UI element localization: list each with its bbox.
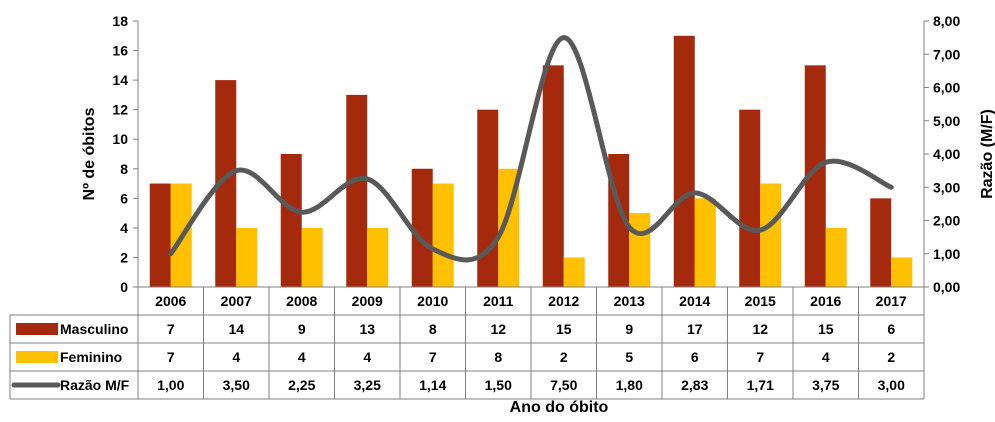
table-cell-value: 4 xyxy=(822,349,830,365)
table-cell-value: 6 xyxy=(691,349,699,365)
table-cell-value: 4 xyxy=(298,349,306,365)
table-cell-value: 15 xyxy=(818,321,834,337)
bar-feminino-2013 xyxy=(629,213,650,287)
y-tick-right-label: 5,00 xyxy=(933,113,960,129)
x-axis-title: Ano do óbito xyxy=(510,399,609,416)
y-tick-left-label: 14 xyxy=(112,72,128,88)
table-cell-value: 1,00 xyxy=(157,377,184,393)
x-tick-label: 2007 xyxy=(221,293,252,309)
line-razao-mf xyxy=(171,38,892,260)
legend-key-feminino xyxy=(16,351,58,363)
x-tick-label: 2011 xyxy=(483,293,514,309)
table-cell-value: 8 xyxy=(494,349,502,365)
bar-masculino-2017 xyxy=(870,198,891,287)
bar-masculino-2011 xyxy=(477,110,498,287)
y-tick-left-label: 2 xyxy=(120,249,128,265)
bar-feminino-2007 xyxy=(236,228,257,287)
table-cell-value: 7 xyxy=(429,349,437,365)
table-cell-value: 7,50 xyxy=(550,377,577,393)
x-tick-label: 2012 xyxy=(548,293,579,309)
table-cell-value: 5 xyxy=(625,349,633,365)
table-cell-value: 15 xyxy=(556,321,572,337)
table-cell-value: 9 xyxy=(298,321,306,337)
bar-masculino-2014 xyxy=(674,36,695,287)
table-cell-value: 17 xyxy=(687,321,703,337)
bar-masculino-2006 xyxy=(150,184,171,287)
table-cell-value: 3,00 xyxy=(878,377,905,393)
legend-label: Feminino xyxy=(60,349,122,365)
y-tick-left-label: 6 xyxy=(120,190,128,206)
bar-masculino-2010 xyxy=(412,169,433,287)
table-cell-value: 7 xyxy=(756,349,764,365)
legend-key-masculino xyxy=(16,323,58,335)
legend-label: Masculino xyxy=(60,321,128,337)
table-cell-value: 1,14 xyxy=(419,377,446,393)
x-tick-label: 2008 xyxy=(286,293,317,309)
y-tick-left-label: 10 xyxy=(112,131,128,147)
bar-feminino-2012 xyxy=(564,257,585,287)
table-cell-value: 1,50 xyxy=(485,377,512,393)
x-tick-label: 2010 xyxy=(417,293,448,309)
bar-feminino-2016 xyxy=(826,228,847,287)
table-cell-value: 9 xyxy=(625,321,633,337)
table-cell-value: 1,71 xyxy=(747,377,774,393)
y-tick-left-label: 18 xyxy=(112,13,128,29)
table-cell-value: 3,25 xyxy=(354,377,381,393)
table-cell-value: 2 xyxy=(560,349,568,365)
x-tick-label: 2006 xyxy=(155,293,186,309)
x-tick-label: 2016 xyxy=(810,293,841,309)
y2-axis-title: Razão (M/F) xyxy=(979,109,995,199)
table-cell-value: 14 xyxy=(228,321,244,337)
x-tick-label: 2009 xyxy=(352,293,383,309)
y-tick-right-label: 3,00 xyxy=(933,179,960,195)
bar-feminino-2017 xyxy=(891,257,912,287)
table-cell-value: 3,75 xyxy=(812,377,839,393)
y-tick-right-label: 8,00 xyxy=(933,13,960,29)
x-tick-label: 2014 xyxy=(679,293,710,309)
y-tick-left-label: 0 xyxy=(120,279,128,295)
bar-feminino-2014 xyxy=(695,198,716,287)
bar-masculino-2015 xyxy=(739,110,760,287)
y-tick-left-label: 16 xyxy=(112,43,128,59)
table-cell-value: 4 xyxy=(232,349,240,365)
table-cell-value: 12 xyxy=(490,321,506,337)
x-tick-label: 2015 xyxy=(745,293,776,309)
y-tick-right-label: 0,00 xyxy=(933,279,960,295)
y-tick-left-label: 8 xyxy=(120,161,128,177)
bar-masculino-2012 xyxy=(543,65,564,287)
y-tick-left-label: 4 xyxy=(120,220,128,236)
bar-masculino-2008 xyxy=(281,154,302,287)
table-cell-value: 12 xyxy=(752,321,768,337)
legend-label: Razão M/F xyxy=(60,377,130,393)
bar-feminino-2015 xyxy=(760,184,781,287)
y-tick-right-label: 4,00 xyxy=(933,146,960,162)
table-cell-value: 8 xyxy=(429,321,437,337)
x-tick-label: 2013 xyxy=(614,293,645,309)
table-cell-value: 2 xyxy=(887,349,895,365)
y-tick-right-label: 2,00 xyxy=(933,213,960,229)
table-cell-value: 2,83 xyxy=(681,377,708,393)
table-cell-value: 3,50 xyxy=(223,377,250,393)
y-tick-right-label: 6,00 xyxy=(933,80,960,96)
y-tick-left-label: 12 xyxy=(112,102,128,118)
table-cell-value: 7 xyxy=(167,321,175,337)
table-cell-value: 2,25 xyxy=(288,377,315,393)
bar-feminino-2010 xyxy=(433,184,454,287)
bar-feminino-2008 xyxy=(302,228,323,287)
bar-masculino-2009 xyxy=(346,95,367,287)
table-cell-value: 6 xyxy=(887,321,895,337)
y-tick-right-label: 7,00 xyxy=(933,46,960,62)
x-tick-label: 2017 xyxy=(876,293,907,309)
y-axis-title: Nº de óbitos xyxy=(81,107,98,200)
bar-feminino-2009 xyxy=(367,228,388,287)
table-cell-value: 1,80 xyxy=(616,377,643,393)
y-tick-right-label: 1,00 xyxy=(933,246,960,262)
table-cell-value: 7 xyxy=(167,349,175,365)
table-cell-value: 4 xyxy=(363,349,371,365)
table-cell-value: 13 xyxy=(359,321,375,337)
